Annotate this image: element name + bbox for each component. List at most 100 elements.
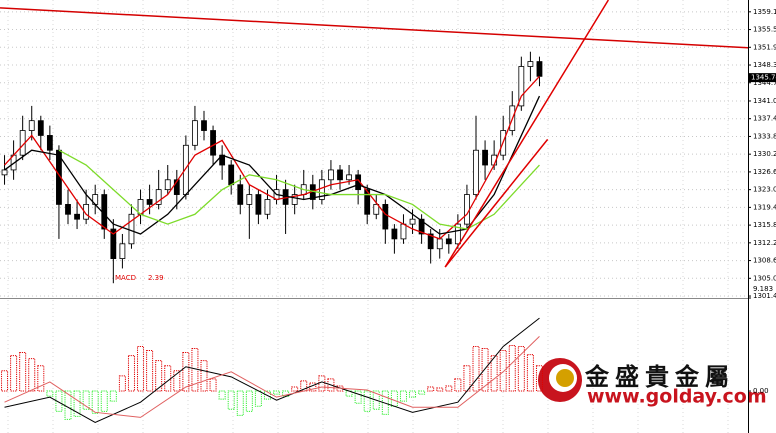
candle-body	[454, 223, 461, 245]
macd-bar	[82, 390, 90, 410]
candle-body	[364, 189, 371, 215]
candle-body	[228, 164, 235, 186]
candle-body	[346, 174, 352, 181]
macd-bar	[463, 365, 471, 392]
macd-bar	[363, 390, 371, 412]
y-tick-label: 1351.90	[753, 43, 776, 51]
macd-bar	[481, 347, 489, 392]
moving-average	[4, 75, 540, 240]
price-panel	[0, 0, 748, 284]
macd-panel	[1, 317, 543, 424]
last-price-tag	[749, 73, 776, 83]
brand-name: 金盛貴金屬	[584, 363, 735, 391]
macd-bar	[127, 355, 135, 392]
candle-body	[255, 194, 262, 215]
macd-bar	[263, 390, 271, 400]
macd-bar	[300, 380, 308, 392]
macd-bar	[526, 354, 534, 392]
y-tick-label: 1305.00	[753, 274, 776, 282]
candle-body	[291, 194, 298, 205]
macd-bar	[200, 360, 208, 392]
macd-bar	[218, 390, 226, 400]
candle-body	[246, 194, 253, 205]
candle-body	[409, 218, 416, 225]
y-tick-label: 1301.40	[753, 292, 776, 300]
last-price-label: 1345.74	[751, 74, 776, 82]
y-tick-label: 1348.30	[753, 61, 776, 69]
macd-tick-label: 9.183	[753, 285, 773, 293]
candle-body	[28, 120, 35, 131]
macd-bar	[454, 378, 462, 392]
candle-body	[192, 120, 198, 146]
macd-value: 2.39	[148, 274, 164, 282]
macd-line	[4, 335, 540, 418]
y-tick-label: 1333.80	[753, 132, 776, 140]
y-tick-label: 1337.40	[753, 115, 776, 123]
candle-body	[400, 223, 407, 240]
macd-label: MACD	[115, 274, 136, 282]
macd-bar	[137, 345, 145, 392]
macd-bar	[472, 345, 480, 392]
macd-bar	[517, 345, 525, 392]
candle-body	[173, 179, 180, 195]
candle-body	[74, 213, 80, 220]
macd-bar	[499, 350, 507, 392]
macd-bar	[55, 390, 63, 412]
moving-average	[58, 149, 540, 230]
candle-body	[436, 238, 443, 250]
macd-bar	[418, 390, 426, 395]
y-tick-label: 1315.80	[753, 221, 776, 229]
candle-body	[264, 199, 271, 215]
candle-body	[464, 194, 470, 225]
candle-body	[373, 204, 380, 215]
y-tick-label: 1323.00	[753, 186, 776, 194]
macd-bar	[100, 390, 108, 412]
y-tick-label: 1312.20	[753, 239, 776, 247]
macd-bar	[236, 390, 244, 416]
candle-body	[83, 204, 90, 220]
candle-body	[128, 213, 135, 245]
macd-bar	[146, 350, 154, 392]
macd-bar	[535, 365, 543, 392]
macd-bar	[336, 385, 344, 392]
y-tick-label: 1326.60	[753, 168, 776, 176]
candle-body	[527, 61, 534, 67]
candle-body	[427, 233, 434, 250]
candle-body	[119, 243, 126, 259]
macd-bar	[64, 390, 72, 420]
macd-bar	[37, 365, 45, 392]
trendline	[444, 138, 549, 268]
candle-body	[146, 199, 153, 205]
candle-body	[110, 228, 117, 259]
candle-body	[164, 179, 171, 191]
macd-bar	[245, 390, 253, 412]
candle-body	[318, 179, 325, 200]
watermark: 金盛貴金屬 www.golday.com	[538, 358, 767, 408]
candle-body	[337, 169, 343, 181]
macd-bar	[445, 385, 453, 392]
macd-bar	[227, 390, 235, 410]
candle-body	[473, 149, 479, 195]
candle-body	[382, 204, 389, 230]
candle-body	[155, 189, 162, 205]
macd-bar	[372, 390, 380, 410]
macd-tick-label: 0.00	[753, 387, 769, 395]
macd-line	[4, 317, 540, 424]
candle-body	[391, 228, 398, 240]
macd-bar	[291, 386, 299, 392]
macd-bar	[390, 390, 398, 407]
macd-bar	[10, 355, 18, 392]
macd-bar	[91, 390, 99, 414]
candle-body	[482, 149, 488, 166]
y-tick-label: 1308.60	[753, 257, 776, 265]
macd-bar	[327, 378, 335, 392]
y-tick-label: 1359.10	[753, 8, 776, 16]
grid	[0, 0, 748, 433]
macd-bar	[508, 344, 516, 392]
macd-bar	[427, 386, 435, 392]
candle-body	[46, 135, 53, 151]
macd-bar	[490, 355, 498, 392]
trendline	[0, 7, 748, 49]
